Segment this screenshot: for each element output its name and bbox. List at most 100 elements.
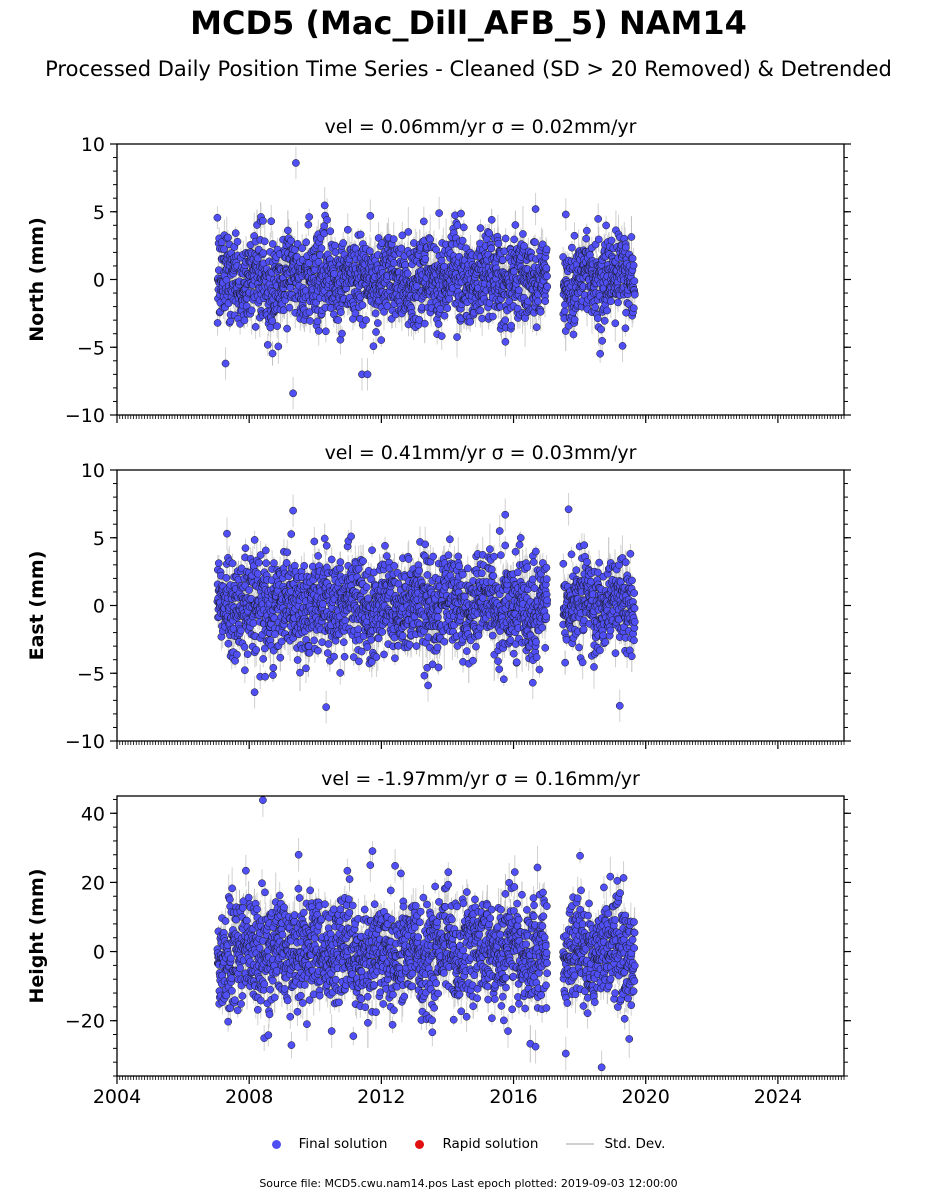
final-solution-point [594, 215, 603, 223]
final-solution-point [377, 336, 386, 344]
final-solution-point [283, 324, 291, 333]
final-solution-point [404, 228, 413, 236]
final-solution-point [561, 210, 570, 219]
final-solution-point [568, 243, 576, 252]
final-solution-point [287, 236, 295, 245]
final-solution-point [594, 235, 603, 244]
final-solution-point [614, 298, 622, 307]
final-solution-point [369, 342, 378, 351]
final-solution-point [351, 309, 360, 318]
final-solution-point [630, 290, 639, 299]
panel-north: vel = 0.06mm/yr σ = 0.02mm/yr North (mm) −… [26, 116, 851, 427]
final-solution-point [541, 297, 550, 306]
final-solution-point [289, 389, 297, 398]
final-solution-point [390, 259, 398, 267]
final-solution-point [380, 308, 388, 316]
figure-subtitle: Processed Daily Position Time Series - C… [45, 57, 892, 81]
y-axis-label-east: East (mm) [26, 551, 48, 661]
final-solution-point [437, 332, 446, 340]
final-solution-point [298, 244, 307, 253]
y-axis-label-north: North (mm) [26, 217, 48, 342]
final-solution-point [251, 323, 260, 331]
final-solution-point [531, 238, 539, 247]
final-solution-point [304, 220, 313, 229]
final-solution-point [570, 231, 579, 240]
final-solution-point [476, 224, 485, 232]
final-solution-point [453, 333, 461, 341]
final-solution-point [436, 305, 445, 313]
final-solution-point [457, 209, 465, 218]
final-solution-point [489, 312, 497, 321]
final-solution-point [542, 264, 551, 272]
final-solution-point [260, 237, 269, 246]
final-solution-point [511, 221, 520, 229]
panel-title-east: vel = 0.41mm/yr σ = 0.03mm/yr [325, 442, 637, 464]
final-solution-point [326, 227, 335, 236]
final-solution-point [372, 328, 380, 336]
final-solution-point [415, 315, 424, 324]
final-solution-point [397, 244, 406, 253]
final-solution-point [371, 309, 380, 318]
final-solution-point [458, 236, 467, 245]
final-solution-point [487, 215, 496, 224]
final-solution-point [603, 306, 611, 315]
final-solution-point [285, 303, 294, 312]
final-solution-point [284, 226, 292, 235]
final-solution-point [259, 249, 268, 257]
figure-title: MCD5 (Mac_Dill_AFB_5) NAM14 [190, 4, 747, 42]
final-solution-point [629, 261, 638, 270]
final-solution-point [582, 226, 591, 235]
final-solution-point [628, 254, 637, 263]
y-tick-label: −5 [77, 337, 105, 359]
final-solution-point [356, 230, 365, 239]
final-solution-point [476, 306, 485, 315]
final-solution-point [453, 221, 462, 230]
final-solution-point [607, 297, 615, 306]
y-tick-label: 5 [93, 202, 105, 224]
final-solution-point [596, 349, 605, 358]
final-solution-point [510, 235, 519, 244]
final-solution-point [403, 269, 412, 278]
final-solution-point [213, 319, 222, 327]
final-solution-point [317, 244, 326, 253]
final-solution-point [343, 225, 352, 234]
final-solution-point [435, 209, 443, 217]
final-solution-point [358, 301, 367, 309]
final-solution-point [485, 229, 494, 238]
final-solution-point [363, 370, 372, 379]
final-solution-point [314, 326, 323, 335]
final-solution-point [543, 282, 552, 291]
final-solution-point [459, 223, 468, 232]
final-solution-point [266, 323, 275, 332]
final-solution-point [306, 317, 315, 325]
final-solution-point [536, 307, 545, 316]
final-solution-point [520, 242, 528, 250]
final-solution-point [292, 159, 300, 167]
final-solution-point [593, 314, 602, 323]
final-solution-point [532, 323, 541, 332]
final-solution-point [268, 240, 277, 248]
final-solution-point [274, 342, 283, 351]
final-solution-point [494, 239, 503, 248]
final-solution-point [334, 316, 343, 324]
final-solution-point [501, 337, 510, 346]
final-solution-point [383, 302, 392, 310]
final-solution-point [247, 306, 256, 315]
final-solution-point [515, 286, 523, 295]
final-solution-point [569, 330, 578, 339]
final-solution-point [233, 237, 242, 246]
final-solution-point [338, 329, 346, 338]
final-solution-point [259, 216, 267, 225]
final-solution-point [600, 316, 609, 325]
final-solution-point [443, 304, 452, 313]
final-solution-point [268, 317, 277, 325]
y-tick-label: 0 [93, 270, 105, 292]
final-solution-point [582, 234, 591, 243]
final-solution-point [542, 245, 551, 254]
final-solution-point [366, 211, 375, 220]
final-solution-point [267, 217, 276, 226]
final-solution-point [611, 319, 620, 328]
final-solution-point [621, 243, 630, 252]
